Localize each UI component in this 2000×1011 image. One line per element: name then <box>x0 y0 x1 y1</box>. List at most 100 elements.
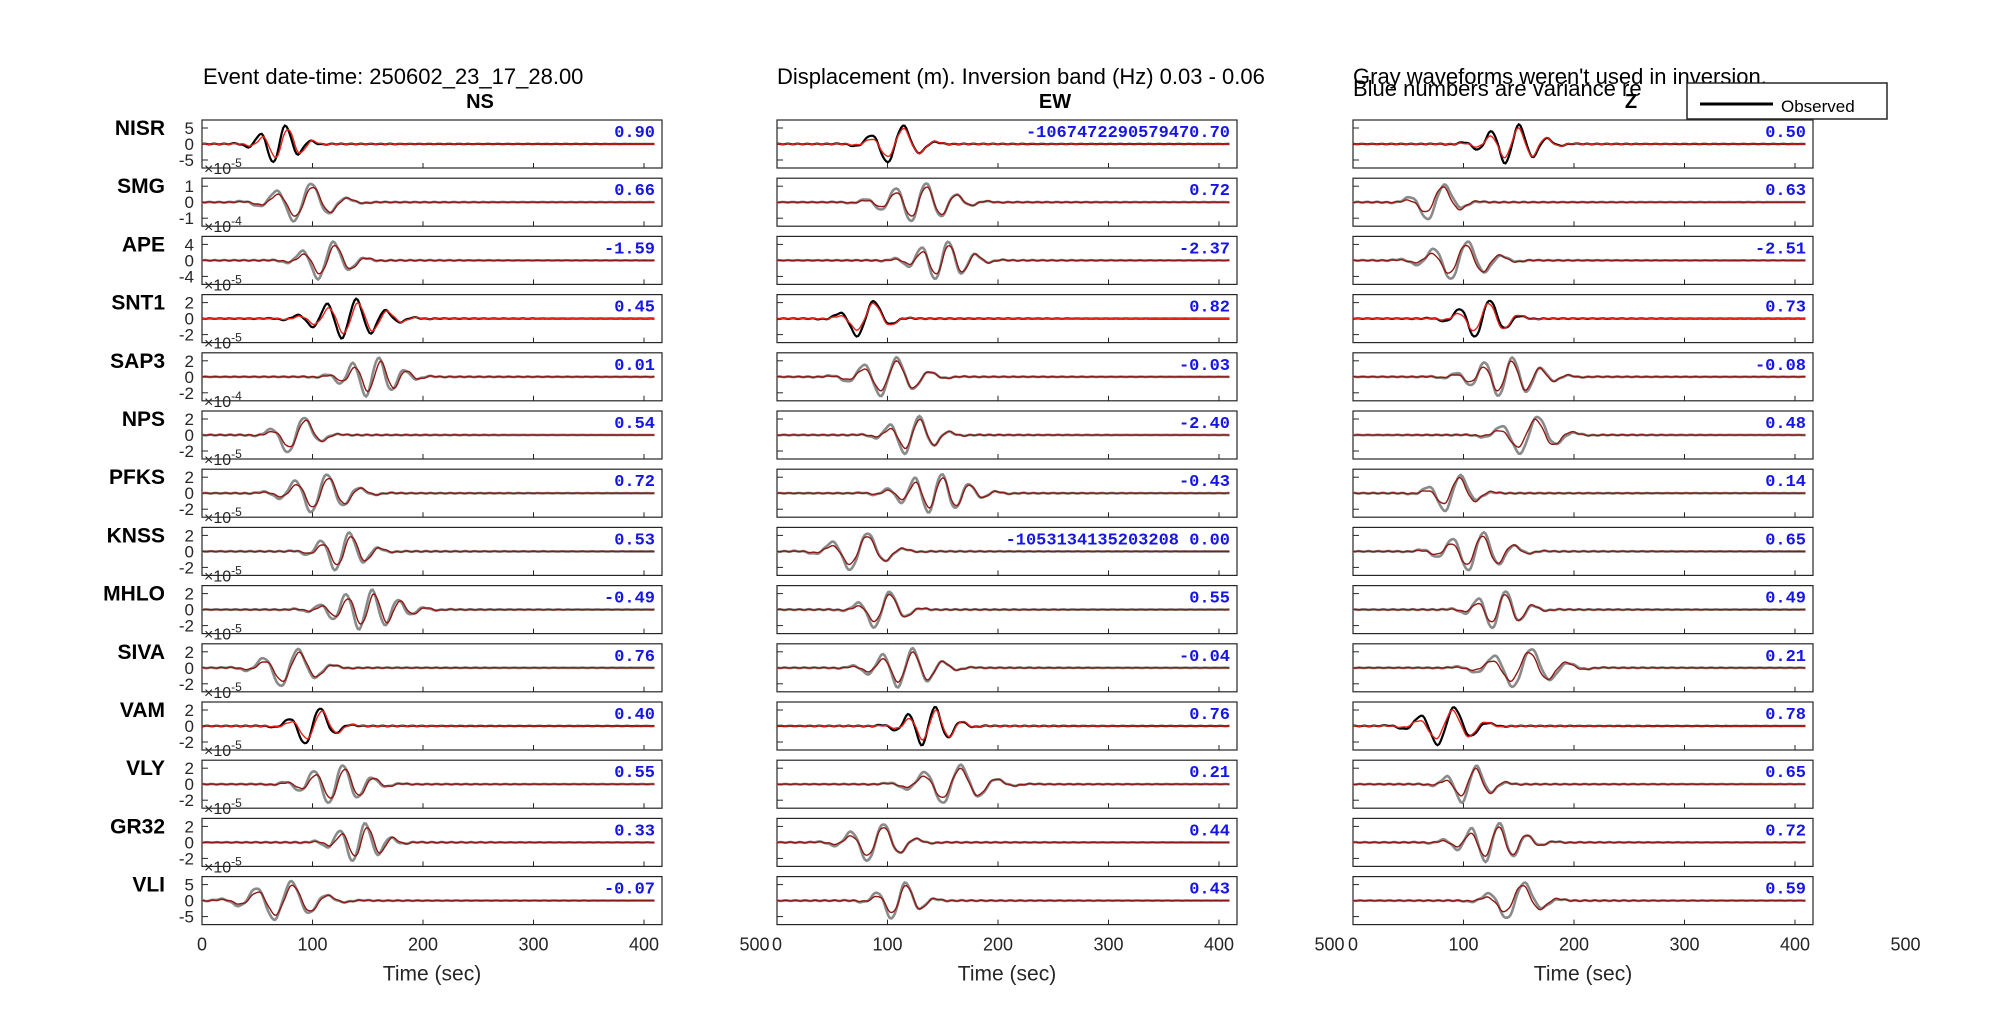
ytick-label-vli-ns-0: 5 <box>185 876 194 895</box>
variance-value-nps-ns: 0.54 <box>614 415 655 434</box>
variance-value-smg-z: 0.63 <box>1765 182 1806 201</box>
variance-value-vam-z: 0.78 <box>1765 706 1806 725</box>
synthetic-trace-smg-z <box>1352 186 1806 213</box>
xtick-label-z-0: 0 <box>1348 935 1358 955</box>
ytick-label-snt1-ns-1: 0 <box>185 310 194 329</box>
xtick-label-ew-2: 200 <box>983 935 1013 955</box>
xaxis-title-ns: Time (sec) <box>383 963 481 986</box>
xtick-label-ns-1: 100 <box>297 935 327 955</box>
synthetic-trace-ape-ew <box>776 244 1230 275</box>
ytick-label-mhlo-ns-2: -2 <box>179 617 194 636</box>
xtick-label-ew-5: 500 <box>1314 935 1344 955</box>
ytick-label-sap3-ns-0: 2 <box>185 352 194 371</box>
variance-note: Blue numbers are variance re <box>1353 76 1642 101</box>
variance-value-mhlo-ns: -0.49 <box>604 590 655 609</box>
station-label-ape: APE <box>122 233 165 256</box>
ytick-label-sap3-ns-2: -2 <box>179 384 194 403</box>
xtick-label-z-5: 500 <box>1890 935 1920 955</box>
station-label-vly: VLY <box>126 757 165 780</box>
synthetic-trace-pfks-z <box>1353 476 1806 505</box>
station-label-snt1: SNT1 <box>111 292 165 315</box>
variance-value-pfks-ew: -0.43 <box>1179 473 1230 492</box>
variance-value-snt1-ns: 0.45 <box>614 299 655 318</box>
variance-value-pfks-z: 0.14 <box>1765 473 1806 492</box>
variance-value-vli-z: 0.59 <box>1765 881 1806 900</box>
station-label-sap3: SAP3 <box>110 350 165 373</box>
ytick-label-gr32-ns-2: -2 <box>179 849 194 868</box>
synthetic-trace-snt1-ns <box>201 301 655 335</box>
variance-value-gr32-ns: 0.33 <box>614 822 655 841</box>
variance-value-nisr-ew: -1067472290579470.70 <box>1026 124 1230 143</box>
xtick-label-ew-3: 300 <box>1093 935 1123 955</box>
xtick-label-ns-5: 500 <box>739 935 769 955</box>
ytick-label-nisr-ns-0: 5 <box>185 119 194 138</box>
variance-value-snt1-z: 0.73 <box>1765 299 1806 318</box>
synthetic-trace-vli-ew <box>776 884 1230 914</box>
synthetic-trace-smg-ew <box>777 186 1230 217</box>
ytick-label-ape-ns-0: 4 <box>185 235 194 254</box>
xtick-label-ew-4: 400 <box>1204 935 1234 955</box>
synthetic-trace-snt1-ew <box>776 302 1230 332</box>
xtick-label-ns-0: 0 <box>197 935 207 955</box>
synthetic-trace-ape-ns <box>201 244 655 275</box>
station-label-mhlo: MHLO <box>103 583 165 606</box>
synthetic-trace-siva-ew <box>776 650 1230 684</box>
ytick-label-vli-ns-2: -5 <box>179 908 194 927</box>
component-title-ns: NS <box>466 91 494 113</box>
variance-value-knss-ns: 0.53 <box>614 531 655 550</box>
ytick-label-mhlo-ns-1: 0 <box>185 601 194 620</box>
ytick-label-siva-ns-2: -2 <box>179 675 194 694</box>
ytick-label-ape-ns-2: -4 <box>179 267 194 286</box>
ytick-label-vly-ns-0: 2 <box>185 759 194 778</box>
synthetic-trace-pfks-ew <box>776 476 1230 509</box>
station-label-vli: VLI <box>132 874 165 897</box>
synthetic-trace-mhlo-ns <box>201 593 655 625</box>
variance-value-nisr-z: 0.50 <box>1765 124 1806 143</box>
synthetic-trace-knss-ns <box>201 535 655 566</box>
xtick-label-z-1: 100 <box>1448 935 1478 955</box>
ytick-label-vli-ns-1: 0 <box>185 892 194 911</box>
variance-value-vly-z: 0.65 <box>1765 764 1806 783</box>
variance-value-gr32-ew: 0.44 <box>1189 822 1230 841</box>
station-label-pfks: PFKS <box>109 466 165 489</box>
synthetic-trace-vam-z <box>1352 708 1806 740</box>
variance-value-siva-z: 0.21 <box>1765 648 1806 667</box>
ytick-label-siva-ns-0: 2 <box>185 643 194 662</box>
synthetic-trace-vam-ns <box>201 710 655 740</box>
synthetic-trace-vli-ns <box>201 884 655 917</box>
ytick-label-nps-ns-2: -2 <box>179 442 194 461</box>
variance-value-vly-ns: 0.55 <box>614 764 655 783</box>
synthetic-trace-mhlo-ew <box>776 593 1230 623</box>
ytick-label-vam-ns-0: 2 <box>185 701 194 720</box>
ytick-label-nisr-ns-2: -5 <box>179 151 194 170</box>
xaxis-title-ew: Time (sec) <box>958 963 1056 986</box>
variance-value-pfks-ns: 0.72 <box>614 473 655 492</box>
station-label-smg: SMG <box>117 175 165 198</box>
xtick-label-ns-3: 300 <box>518 935 548 955</box>
synthetic-trace-pfks-ns <box>201 477 655 508</box>
component-title-z: Z <box>1625 91 1637 113</box>
legend-box: Observed <box>1686 82 1888 120</box>
xtick-label-ew-0: 0 <box>772 935 782 955</box>
variance-value-vly-ew: 0.21 <box>1189 764 1230 783</box>
ytick-label-vly-ns-1: 0 <box>185 775 194 794</box>
synthetic-trace-nisr-z <box>1352 126 1806 159</box>
variance-value-gr32-z: 0.72 <box>1765 822 1806 841</box>
synthetic-trace-knss-z <box>1353 535 1806 565</box>
variance-value-vli-ns: -0.07 <box>604 881 655 900</box>
variance-value-ape-z: -2.51 <box>1755 240 1806 259</box>
ytick-label-ape-ns-1: 0 <box>185 251 194 270</box>
synthetic-trace-nisr-ns <box>201 128 655 159</box>
synthetic-trace-vly-ew <box>776 767 1230 799</box>
ytick-label-smg-ns-0: 1 <box>185 177 194 196</box>
synthetic-trace-ape-z <box>1352 244 1806 274</box>
variance-value-mhlo-ew: 0.55 <box>1189 590 1230 609</box>
synthetic-trace-sap3-z <box>1352 360 1806 392</box>
ytick-label-pfks-ns-0: 2 <box>185 468 194 487</box>
synthetic-trace-nisr-ew <box>777 127 1230 158</box>
station-label-gr32: GR32 <box>110 815 165 838</box>
station-label-nisr: NISR <box>115 117 165 140</box>
synthetic-trace-siva-ns <box>201 651 655 683</box>
xtick-label-z-2: 200 <box>1559 935 1589 955</box>
